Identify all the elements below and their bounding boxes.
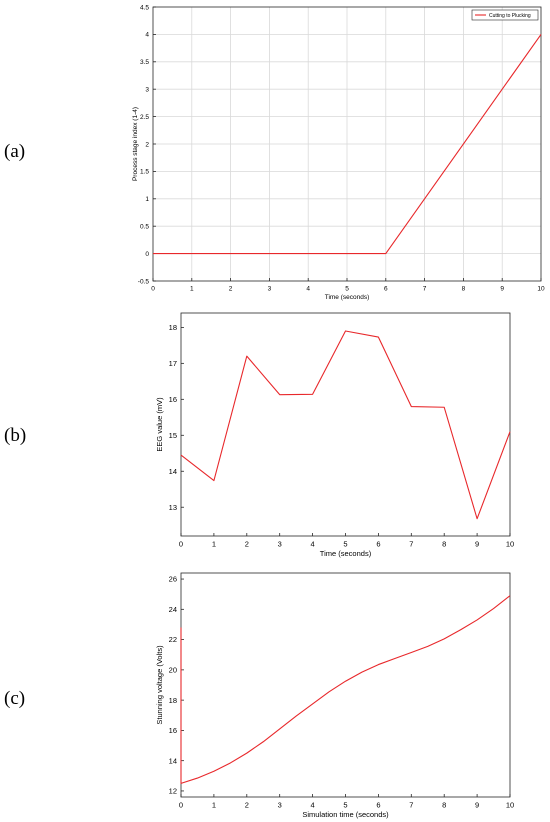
chart3-ytick-label-2: 16 <box>169 726 177 735</box>
chart1-xtick-label-9: 9 <box>500 286 504 293</box>
chart3-series-line-0 <box>180 595 511 784</box>
chart1-ytick-label-4: 1.5 <box>140 169 149 176</box>
chart3-xtick-label-8: 8 <box>442 801 446 810</box>
chart3-xtick-label-2: 2 <box>245 801 249 810</box>
chart2-ytick-label-1: 14 <box>169 467 177 476</box>
chart3-ytick-label-0: 12 <box>169 787 177 796</box>
chart2-ytick-label-5: 18 <box>169 323 177 332</box>
chart3-xtick-label-7: 7 <box>409 801 413 810</box>
chart2-xtick-label-3: 3 <box>278 540 282 549</box>
chart3-xtick-label-10: 10 <box>506 801 514 810</box>
chart1-ytick-label-3: 1 <box>145 196 149 203</box>
panel-label-b: (b) <box>4 425 27 446</box>
chart1-xtick-label-3: 3 <box>268 286 272 293</box>
chart1-xtick-label-10: 10 <box>537 286 545 293</box>
chart1-xtick-label-8: 8 <box>462 286 466 293</box>
chart1-xlabel: Time (seconds) <box>325 294 370 301</box>
chart1-ytick-label-6: 2.5 <box>140 114 149 121</box>
chart3-ytick-label-4: 20 <box>169 665 177 674</box>
chart1-ytick-label-2: 0.5 <box>140 223 149 230</box>
chart3-ytick-label-3: 18 <box>169 696 177 705</box>
chart2-xtick-label-5: 5 <box>343 540 347 549</box>
chart1-xtick-label-2: 2 <box>229 286 233 293</box>
chart1-series-line-0 <box>153 34 542 255</box>
chart2-xtick-label-1: 1 <box>212 540 216 549</box>
chart2-xtick-label-9: 9 <box>475 540 479 549</box>
chart2-ytick-label-3: 16 <box>169 395 177 404</box>
panel-label-c: (c) <box>4 688 26 709</box>
chart3-xtick-label-0: 0 <box>179 801 183 810</box>
chart2-xtick-label-10: 10 <box>506 540 514 549</box>
chart2-ylabel: EEG value (mV) <box>155 397 164 452</box>
chart1-ytick-label-8: 3.5 <box>140 59 149 66</box>
chart1-ytick-label-5: 2 <box>145 141 149 148</box>
chart3-xtick-label-1: 1 <box>212 801 216 810</box>
chart2-ytick-label-2: 15 <box>169 431 177 440</box>
chart3-ytick-label-6: 24 <box>169 605 177 614</box>
chart2-xlabel: Time (seconds) <box>320 549 372 558</box>
chart2-ytick-label-0: 13 <box>169 503 177 512</box>
chart2-ytick-label-4: 17 <box>169 359 177 368</box>
chart1-ytick-label-7: 3 <box>145 86 149 93</box>
chart3-xtick-label-9: 9 <box>475 801 479 810</box>
chart1-xtick-label-6: 6 <box>384 286 388 293</box>
chart2-xtick-label-0: 0 <box>179 540 183 549</box>
chart1-ytick-label-1: 0 <box>145 251 149 258</box>
chart1-xtick-label-5: 5 <box>345 286 349 293</box>
chart1-ylabel: Process stage index (1-4) <box>132 107 139 181</box>
chart1-ytick-label-9: 4 <box>145 32 149 39</box>
chart2-xtick-label-7: 7 <box>409 540 413 549</box>
chart1-legend-label: Cutting to Plucking <box>489 13 531 19</box>
chart3-xlabel: Simulation time (seconds) <box>302 810 389 819</box>
chart1-ytick-label-10: 4.5 <box>140 4 149 11</box>
chart2-xtick-label-6: 6 <box>376 540 380 549</box>
chart1-xtick-label-1: 1 <box>190 286 194 293</box>
chart1-xtick-label-7: 7 <box>423 286 427 293</box>
chart2-series-line-0 <box>180 330 511 520</box>
chart1-xtick-label-0: 0 <box>151 286 155 293</box>
chart2-xtick-label-8: 8 <box>442 540 446 549</box>
chart2-plot-frame <box>180 312 511 537</box>
chart2-xtick-label-2: 2 <box>245 540 249 549</box>
chart3-ytick-label-7: 26 <box>169 575 177 584</box>
chart3-ylabel: Stunning voltage (Volts) <box>155 645 164 725</box>
chart1-ytick-label-0: -0.5 <box>138 278 150 285</box>
chart3-xtick-label-5: 5 <box>343 801 347 810</box>
chart2-xtick-label-4: 4 <box>311 540 315 549</box>
chart3-xtick-label-3: 3 <box>278 801 282 810</box>
chart3-ytick-label-1: 14 <box>169 756 177 765</box>
panel-label-a: (a) <box>4 141 26 162</box>
chart1-xtick-label-4: 4 <box>306 286 310 293</box>
chart3-xtick-label-6: 6 <box>376 801 380 810</box>
chart1-legend-box <box>471 9 539 21</box>
chart3-xtick-label-4: 4 <box>311 801 315 810</box>
chart3-ytick-label-5: 22 <box>169 635 177 644</box>
